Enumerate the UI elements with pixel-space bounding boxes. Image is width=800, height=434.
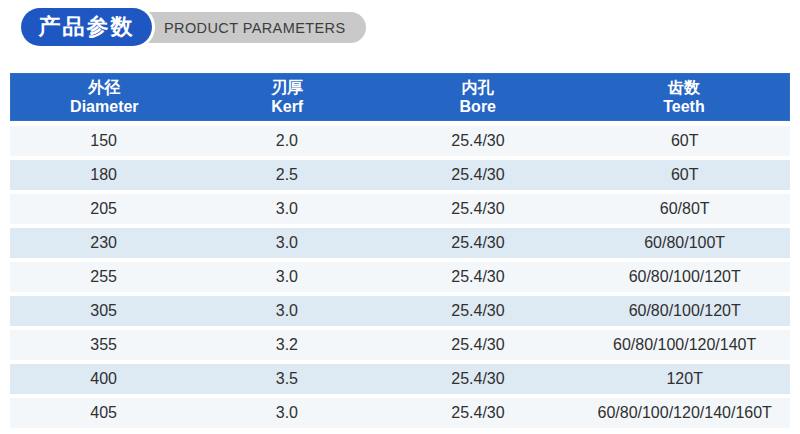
table-cell-bore: 25.4/30 — [377, 228, 580, 258]
table-cell-teeth: 60/80/100/120T — [579, 262, 790, 292]
table-row: 1502.025.4/3060T — [10, 126, 790, 156]
column-header-kerf: 刃厚 Kerf — [198, 74, 377, 120]
table-cell-diameter: 230 — [10, 228, 197, 258]
column-header-teeth-en: Teeth — [663, 97, 704, 116]
table-cell-bore: 25.4/30 — [377, 296, 580, 326]
product-parameters-page: PRODUCT PARAMETERS 产品参数 外径 Diameter 刃厚 K… — [0, 0, 800, 434]
table-cell-bore: 25.4/30 — [377, 160, 580, 190]
table-cell-kerf: 3.0 — [197, 194, 376, 224]
table-cell-bore: 25.4/30 — [377, 364, 580, 394]
table-row: 2553.025.4/3060/80/100/120T — [10, 262, 790, 292]
parameters-table: 外径 Diameter 刃厚 Kerf 内孔 Bore 齿数 Teeth 150… — [10, 73, 790, 432]
table-row: 2053.025.4/3060/80T — [10, 194, 790, 224]
table-row: 2303.025.4/3060/80/100T — [10, 228, 790, 258]
table-cell-kerf: 2.0 — [197, 126, 376, 156]
table-cell-diameter: 405 — [10, 398, 197, 428]
table-cell-teeth: 60/80/100T — [579, 228, 790, 258]
table-cell-teeth: 60/80/100/120T — [579, 296, 790, 326]
table-cell-kerf: 3.0 — [197, 262, 376, 292]
column-header-diameter-zh: 外径 — [88, 78, 120, 97]
table-cell-teeth: 60/80/100/120/140/160T — [579, 398, 790, 428]
column-header-teeth-zh: 齿数 — [668, 78, 700, 97]
table-cell-teeth: 60/80T — [579, 194, 790, 224]
table-row: 4003.525.4/30120T — [10, 364, 790, 394]
table-row: 4053.025.4/3060/80/100/120/140/160T — [10, 398, 790, 428]
table-cell-kerf: 3.2 — [197, 330, 376, 360]
table-cell-bore: 25.4/30 — [377, 262, 580, 292]
table-cell-diameter: 150 — [10, 126, 197, 156]
table-cell-kerf: 2.5 — [197, 160, 376, 190]
column-header-bore: 内孔 Bore — [377, 74, 579, 120]
column-header-bore-en: Bore — [460, 97, 496, 116]
table-cell-teeth: 60T — [579, 126, 790, 156]
column-header-bore-zh: 内孔 — [462, 78, 494, 97]
table-row: 3553.225.4/3060/80/100/120/140T — [10, 330, 790, 360]
column-header-teeth: 齿数 Teeth — [579, 74, 789, 120]
table-cell-bore: 25.4/30 — [377, 126, 580, 156]
table-cell-bore: 25.4/30 — [377, 330, 580, 360]
table-cell-teeth: 120T — [579, 364, 790, 394]
table-cell-diameter: 205 — [10, 194, 197, 224]
column-header-kerf-zh: 刃厚 — [271, 78, 303, 97]
table-body: 1502.025.4/3060T1802.525.4/3060T2053.025… — [10, 126, 790, 428]
table-cell-teeth: 60/80/100/120/140T — [579, 330, 790, 360]
table-cell-bore: 25.4/30 — [377, 194, 580, 224]
table-cell-diameter: 180 — [10, 160, 197, 190]
column-header-kerf-en: Kerf — [271, 97, 303, 116]
table-cell-kerf: 3.0 — [197, 228, 376, 258]
table-header-row: 外径 Diameter 刃厚 Kerf 内孔 Bore 齿数 Teeth — [10, 73, 790, 121]
table-cell-kerf: 3.0 — [197, 398, 376, 428]
table-cell-kerf: 3.0 — [197, 296, 376, 326]
title-en-label: PRODUCT PARAMETERS — [164, 20, 346, 36]
table-row: 1802.525.4/3060T — [10, 160, 790, 190]
title-badge-zh: 产品参数 — [21, 8, 152, 46]
table-cell-bore: 25.4/30 — [377, 398, 580, 428]
title-zh-label: 产品参数 — [39, 12, 135, 42]
table-cell-teeth: 60T — [579, 160, 790, 190]
table-cell-diameter: 400 — [10, 364, 197, 394]
column-header-diameter: 外径 Diameter — [11, 74, 198, 120]
column-header-diameter-en: Diameter — [70, 97, 138, 116]
table-row: 3053.025.4/3060/80/100/120T — [10, 296, 790, 326]
table-cell-diameter: 255 — [10, 262, 197, 292]
table-cell-kerf: 3.5 — [197, 364, 376, 394]
table-cell-diameter: 305 — [10, 296, 197, 326]
table-cell-diameter: 355 — [10, 330, 197, 360]
